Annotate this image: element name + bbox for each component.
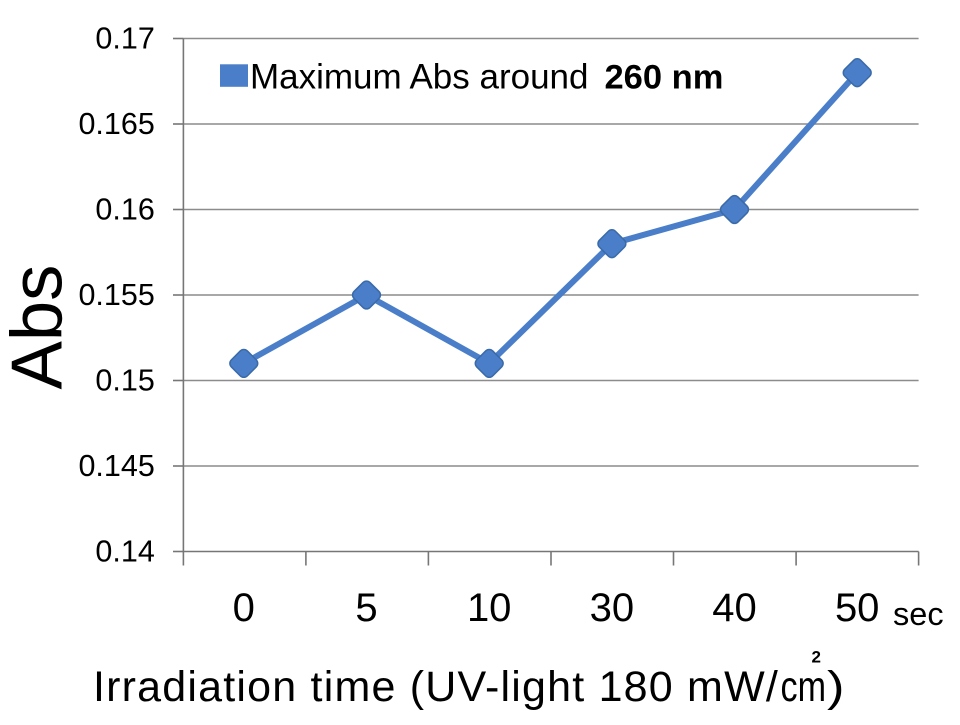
svg-text:sec: sec <box>893 596 944 632</box>
svg-text:0.14: 0.14 <box>95 535 154 569</box>
svg-text:cm: cm <box>781 663 827 711</box>
svg-text:0: 0 <box>233 586 255 630</box>
svg-text:0.15: 0.15 <box>95 364 154 398</box>
svg-text:0.145: 0.145 <box>78 449 154 483</box>
svg-text:0.16: 0.16 <box>95 193 154 227</box>
svg-text:40: 40 <box>712 586 757 630</box>
svg-text:0.17: 0.17 <box>95 22 154 56</box>
svg-text:260 nm: 260 nm <box>605 58 724 96</box>
svg-text:Maximum Abs around: Maximum Abs around <box>250 57 588 96</box>
svg-text:): ) <box>827 663 845 711</box>
svg-text:0.155: 0.155 <box>78 278 154 312</box>
svg-text:Abs: Abs <box>0 265 78 390</box>
svg-text:5: 5 <box>355 586 377 630</box>
svg-text:2: 2 <box>812 648 821 667</box>
svg-text:50: 50 <box>835 586 880 630</box>
svg-text:10: 10 <box>467 586 512 630</box>
svg-text:30: 30 <box>590 586 635 630</box>
svg-text:Irradiation time (UV-light 180: Irradiation time (UV-light 180 mW/ <box>93 663 779 711</box>
svg-text:0.165: 0.165 <box>78 107 154 141</box>
